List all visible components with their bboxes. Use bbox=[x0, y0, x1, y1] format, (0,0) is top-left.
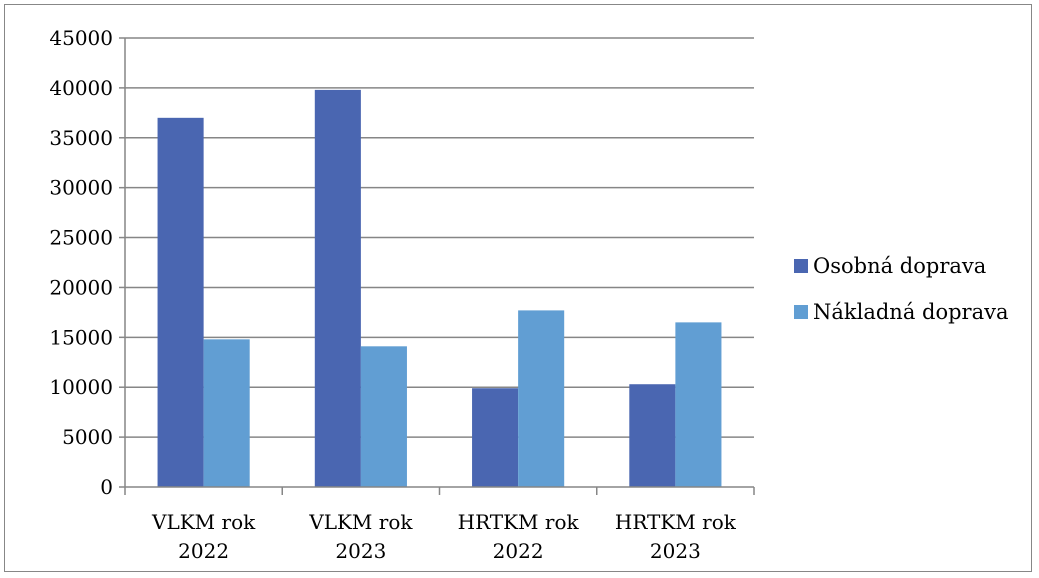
x-tick-label: HRTKM rok 2022 bbox=[458, 510, 580, 563]
x-tick-label: HRTKM rok 2023 bbox=[615, 510, 737, 563]
y-tick-label: 40000 bbox=[49, 76, 113, 100]
legend-swatch bbox=[794, 259, 808, 273]
y-tick-label: 25000 bbox=[49, 226, 113, 250]
y-tick-label: 15000 bbox=[49, 325, 113, 349]
legend-swatch bbox=[794, 305, 808, 319]
legend: Osobná doprava Nákladná doprava bbox=[794, 254, 1009, 324]
bar-nakladna-2 bbox=[518, 310, 565, 487]
y-tick-label: 45000 bbox=[49, 26, 113, 50]
y-tick-label: 30000 bbox=[49, 176, 113, 200]
legend-label: Nákladná doprava bbox=[813, 300, 1009, 324]
bars bbox=[157, 89, 722, 488]
bar-chart: 0 5000 10000 15000 20000 25000 30000 35000 40000… bbox=[49, 26, 1009, 563]
bar-osobna-0 bbox=[157, 117, 204, 488]
y-tick-label: 0 bbox=[100, 475, 113, 499]
legend-label: Osobná doprava bbox=[813, 254, 986, 278]
bar-osobna-3 bbox=[629, 384, 676, 487]
bar-osobna-2 bbox=[472, 388, 519, 487]
y-tick-label: 5000 bbox=[62, 425, 113, 449]
bar-nakladna-1 bbox=[360, 346, 407, 487]
bar-nakladna-0 bbox=[203, 339, 250, 487]
y-tick-label: 20000 bbox=[49, 275, 113, 299]
y-tick-label: 10000 bbox=[49, 375, 113, 399]
x-tick-label: VLKM rok 2023 bbox=[308, 510, 413, 563]
x-tick-label: VLKM rok 2022 bbox=[151, 510, 256, 563]
bar-nakladna-3 bbox=[675, 322, 722, 487]
y-axis-tick-labels: 0 5000 10000 15000 20000 25000 30000 35000 40000… bbox=[49, 26, 113, 499]
axes bbox=[119, 37, 755, 495]
x-axis-tick-labels: VLKM rok 2022 VLKM rok 2023 HRTKM rok 2022 HRT… bbox=[151, 510, 737, 563]
bar-osobna-1 bbox=[314, 89, 361, 487]
chart-area: 0 5000 10000 15000 20000 25000 30000 35000 40000… bbox=[4, 4, 1032, 572]
y-tick-label: 35000 bbox=[49, 126, 113, 150]
